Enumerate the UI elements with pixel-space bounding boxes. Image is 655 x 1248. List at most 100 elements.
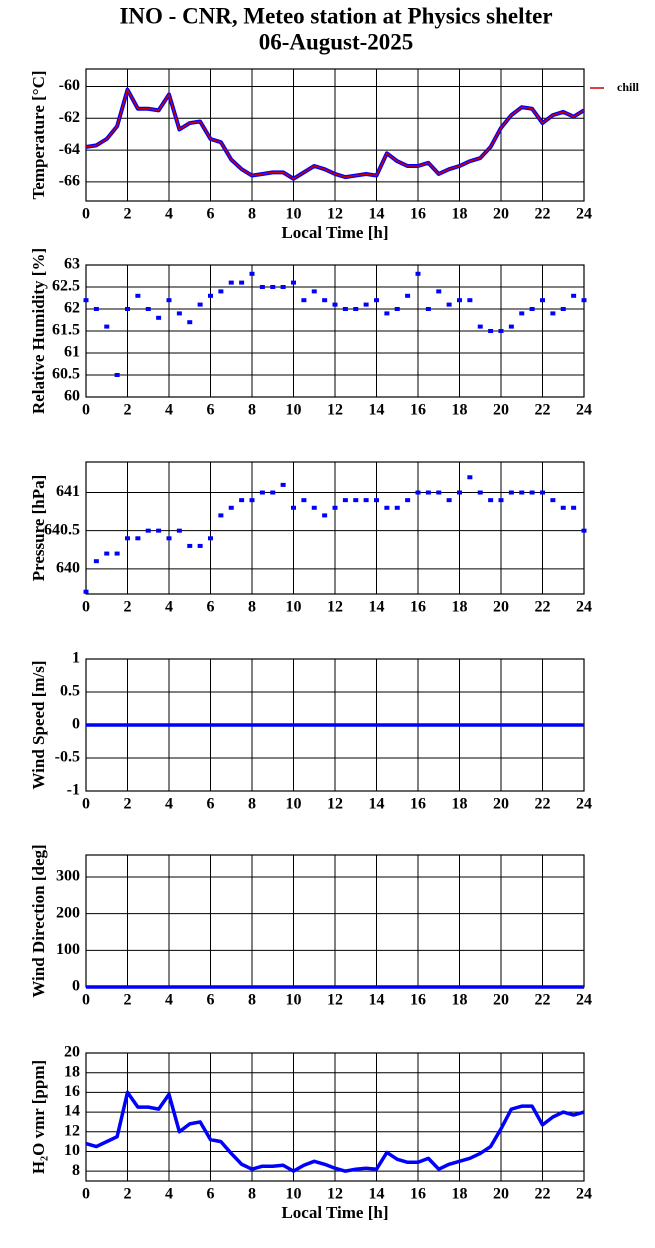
x-tick-label: 18 (452, 796, 468, 813)
x-tick-label: 6 (207, 1186, 215, 1203)
x-tick-label: 0 (82, 796, 90, 813)
data-point (571, 293, 577, 298)
x-tick-label: 10 (286, 599, 302, 616)
x-tick-label: 14 (369, 206, 385, 223)
data-point (540, 490, 545, 495)
data-point (104, 324, 110, 329)
y-tick-label: 200 (56, 904, 80, 921)
data-point (208, 293, 213, 298)
data-point (477, 324, 483, 329)
data-point (197, 543, 203, 548)
data-point (322, 298, 328, 303)
x-tick-label: 2 (124, 992, 132, 1009)
x-tick-label: 2 (124, 599, 132, 616)
x-tick-label: 12 (327, 206, 343, 223)
data-point (529, 490, 535, 495)
data-point (301, 298, 307, 303)
y-axis-label: H₂O vmr [ppm] (29, 1060, 48, 1174)
x-tick-label: 12 (327, 992, 343, 1009)
x-tick-label: 20 (493, 992, 509, 1009)
x-tick-label: 24 (576, 992, 592, 1009)
data-point (187, 320, 193, 325)
x-tick-label: 2 (124, 796, 132, 813)
data-point (488, 498, 494, 503)
data-point (83, 589, 89, 594)
x-tick-label: 24 (576, 402, 592, 419)
data-point (239, 280, 245, 285)
data-point (166, 536, 172, 541)
x-tick-label: 22 (535, 796, 551, 813)
data-point (291, 280, 296, 285)
data-point (270, 490, 276, 495)
x-tick-label: 8 (248, 992, 256, 1009)
data-point (93, 559, 99, 564)
x-tick-label: 12 (327, 402, 343, 419)
x-tick-label: 10 (286, 206, 302, 223)
x-tick-label: 20 (493, 796, 509, 813)
data-point (218, 289, 224, 294)
data-point (259, 490, 265, 495)
data-point (477, 490, 483, 495)
data-point (342, 307, 348, 311)
plot-frame (85, 68, 585, 202)
data-point (363, 498, 369, 503)
data-point (228, 280, 234, 285)
data-point (270, 285, 276, 289)
y-axis-label: Wind Speed [m/s] (29, 660, 48, 789)
x-tick-label: 4 (165, 206, 173, 223)
x-tick-label: 18 (452, 992, 468, 1009)
x-tick-label: 8 (248, 402, 256, 419)
data-point (488, 329, 494, 333)
data-point (218, 513, 224, 518)
data-point (508, 324, 514, 329)
y-tick-label: 640 (56, 559, 80, 576)
data-point (457, 490, 462, 495)
y-tick-label: 14 (64, 1103, 80, 1120)
x-tick-label: 14 (369, 1186, 385, 1203)
data-point (145, 307, 151, 311)
x-tick-label: 0 (82, 402, 90, 419)
x-tick-label: 18 (452, 599, 468, 616)
x-tick-label: 14 (369, 796, 385, 813)
x-tick-label: 24 (576, 1186, 592, 1203)
data-point (436, 289, 442, 294)
x-tick-label: 20 (493, 206, 509, 223)
data-point (259, 285, 265, 289)
x-tick-label: 10 (286, 796, 302, 813)
data-point (208, 536, 213, 541)
data-point (560, 505, 566, 510)
data-point (405, 293, 411, 298)
data-point (311, 505, 317, 510)
data-point (239, 498, 245, 503)
x-tick-label: 12 (327, 796, 343, 813)
x-tick-label: 4 (165, 402, 173, 419)
y-tick-label: -0.5 (55, 749, 80, 766)
y-tick-label: 20 (64, 1044, 80, 1061)
data-point (581, 528, 587, 533)
y-tick-label: 62.5 (52, 278, 80, 295)
x-tick-label: 20 (493, 1186, 509, 1203)
x-tick-label: 4 (165, 1186, 173, 1203)
data-point (301, 498, 307, 503)
data-point (249, 271, 255, 276)
data-point (332, 505, 338, 510)
x-tick-label: 2 (124, 1186, 132, 1203)
data-point (519, 311, 525, 316)
x-tick-label: 6 (207, 599, 215, 616)
x-tick-label: 14 (369, 992, 385, 1009)
series-line (85, 88, 585, 180)
x-tick-label: 16 (410, 206, 426, 223)
title: INO - CNR, Meteo station at Physics shel… (119, 3, 552, 28)
data-point (436, 490, 442, 495)
data-point (415, 490, 421, 495)
data-point (176, 311, 182, 316)
data-point (467, 298, 473, 303)
x-tick-label: 20 (493, 599, 509, 616)
data-point (571, 505, 577, 510)
x-tick-label: 0 (82, 599, 90, 616)
data-point (550, 498, 556, 503)
data-point (384, 505, 390, 510)
x-tick-label: 8 (248, 1186, 256, 1203)
x-tick-label: 24 (576, 206, 592, 223)
